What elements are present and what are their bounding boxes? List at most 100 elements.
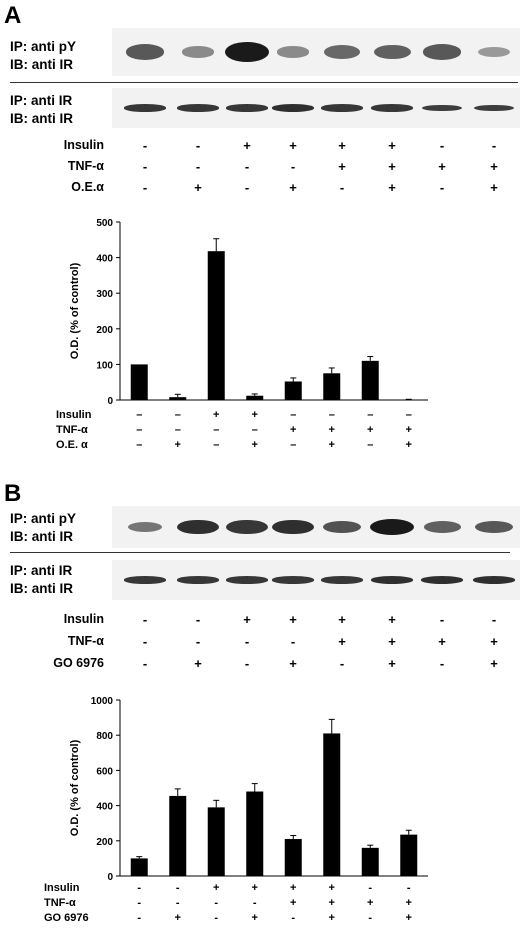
blot-band [272,104,314,112]
y-tick-label: 1000 [91,696,114,707]
blot1-label-a: IP: anti pY IB: anti IR [10,38,76,74]
chart-treatment-label: GO 6976 [44,912,89,924]
chart-treatment-sign: + [367,424,373,436]
blot-band [126,44,164,60]
y-tick-label: 0 [107,872,113,883]
bar [246,791,264,876]
treatment-sign: - [439,656,445,671]
treatment-label: TNF-α [67,159,104,173]
chart-treatment-sign: + [406,424,412,436]
chart-treatment-sign: – [136,439,142,451]
blot-band [321,576,363,584]
bar [169,397,187,400]
treatment-sign: + [438,634,446,649]
treatment-sign: - [439,180,445,195]
treatment-sign: + [338,138,346,153]
blot-band [423,521,461,533]
blot-band [321,104,363,112]
treatment-sign: - [339,656,345,671]
bar [400,834,418,876]
chart-treatment-label: TNF-α [56,424,88,436]
blot2-label-b: IP: anti IR IB: anti IR [10,562,73,598]
bar [207,251,225,400]
chart-treatment-sign: – [175,424,181,436]
chart-treatment-sign: + [175,912,181,924]
treatment-sign: + [289,612,297,627]
treatment-grid-b: Insulin - - + + + + - - TNF-α - - - - + + + + GO 6976 - + - + -… [0,612,520,676]
chart-treatment-sign: + [290,897,296,909]
chart-treatment-sign: - [368,912,372,924]
blot-band [371,576,413,584]
chart-treatment-sign: - [368,882,372,894]
bar [207,807,225,876]
chart-treatment-sign: + [329,912,335,924]
chart-treatment-sign: + [252,439,258,451]
treatment-sign: - [491,612,497,627]
treatment-sign: + [338,634,346,649]
blot-band [478,46,510,58]
treatment-label: O.E.α [71,180,104,194]
chart-treatment-sign: + [367,897,373,909]
blot-band [276,46,310,58]
blot-band [323,45,361,59]
blot-band [473,576,515,584]
blot-band [124,576,166,584]
bar [130,364,148,400]
y-tick-label: 0 [107,396,113,407]
blot-band [475,520,513,533]
treatment-sign: - [290,159,296,174]
chart-treatment-sign: - [137,912,141,924]
chart-treatment-sign: + [329,882,335,894]
blot-band [473,104,515,112]
chart-treatment-sign: + [406,912,412,924]
treatment-sign: - [439,138,445,153]
treatment-sign: - [142,138,148,153]
treatment-sign: - [244,656,250,671]
blot-b-total-strip [112,560,520,600]
bar [284,839,302,876]
treatment-label: GO 6976 [53,656,104,670]
treatment-grid-a: Insulin - - + + + + - - TNF-α - - - - + + + + O.E.α - + - + - + -… [0,138,520,198]
chart-treatment-sign: – [367,439,373,451]
treatment-sign: + [388,634,396,649]
blot-band [421,576,463,584]
blot-band [226,104,268,112]
chart-treatment-sign: - [214,912,218,924]
blot-band [373,44,411,60]
chart-treatment-sign: – [290,439,296,451]
chart-treatment-sign: + [329,897,335,909]
chart-treatment-label: Insulin [44,882,80,894]
y-tick-label: 400 [96,802,113,813]
chart-treatment-sign: – [367,409,373,421]
chart-treatment-sign: – [136,424,142,436]
treatment-sign: - [142,612,148,627]
chart-treatment-sign: - [291,912,295,924]
treatment-sign: - [244,159,250,174]
y-axis-label: O.D. (% of control) [69,262,81,359]
y-tick-label: 200 [96,325,113,336]
treatment-sign: - [195,612,201,627]
chart-treatment-sign: - [253,897,257,909]
blot-band [272,519,314,535]
treatment-sign: - [142,656,148,671]
bar [130,858,148,876]
chart-treatment-sign: + [252,912,258,924]
treatment-sign: - [142,180,148,195]
blot-band [124,104,166,112]
y-tick-label: 200 [96,837,113,848]
panel-letter-b: B [4,480,22,507]
treatment-sign: + [338,612,346,627]
chart-treatment-sign: – [213,424,219,436]
blot2-label-a-ip: IP: anti IR [10,93,73,108]
treatment-sign: + [194,180,202,195]
treatment-sign: + [289,180,297,195]
blot-band [177,104,219,112]
treatment-sign: - [142,634,148,649]
chart-treatment-sign: - [176,897,180,909]
treatment-sign: + [388,656,396,671]
blot-band [177,576,219,584]
y-tick-label: 100 [96,360,113,371]
y-axis-label: O.D. (% of control) [69,739,81,836]
treatment-sign: + [490,180,498,195]
treatment-sign: + [243,612,251,627]
